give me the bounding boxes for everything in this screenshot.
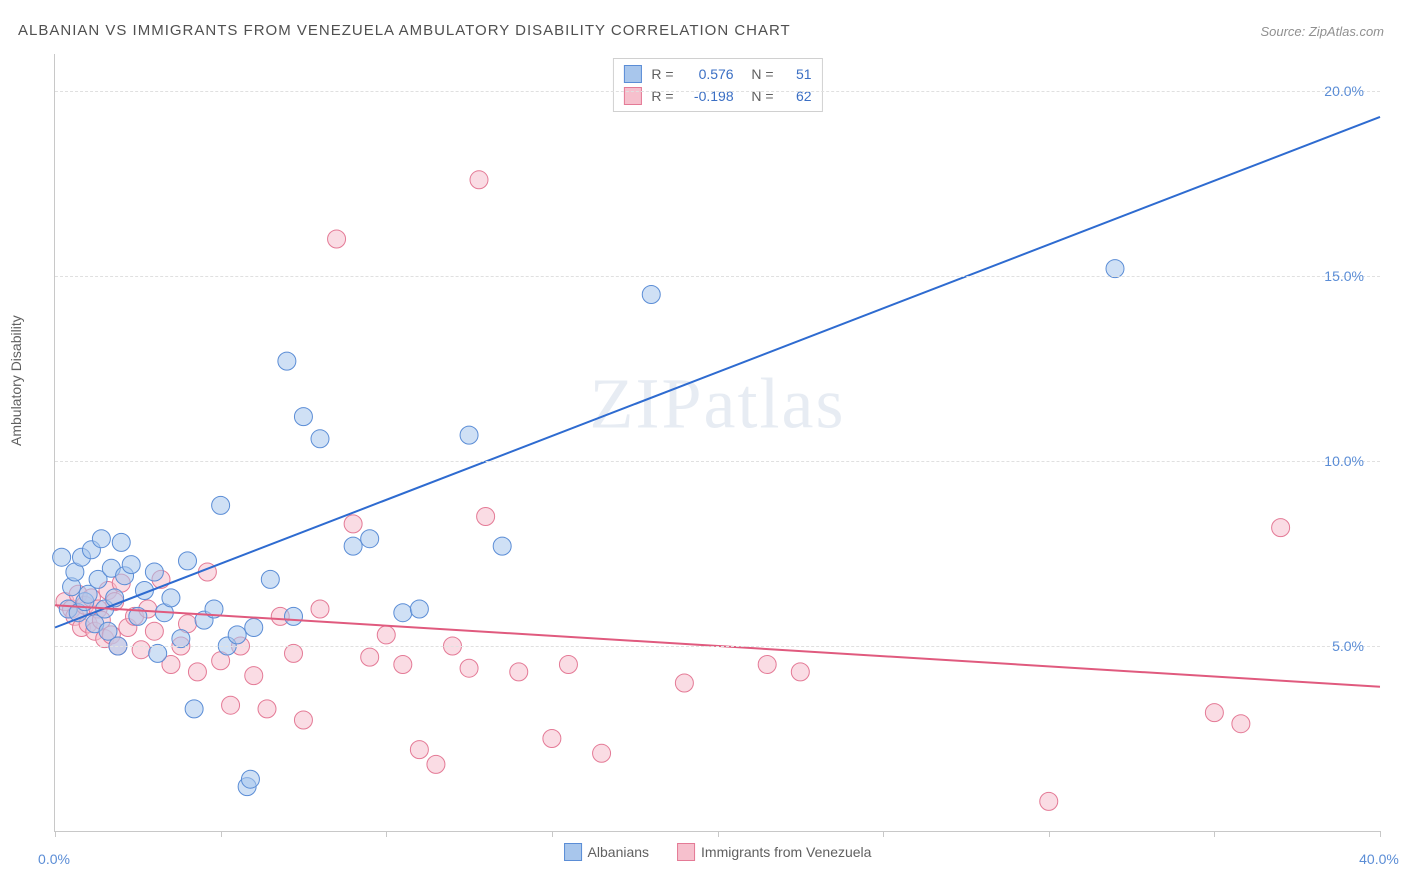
- scatter-point: [311, 430, 329, 448]
- scatter-point: [642, 286, 660, 304]
- gridline: [55, 91, 1380, 92]
- swatch-albanians: [564, 843, 582, 861]
- scatter-point: [593, 744, 611, 762]
- scatter-point: [145, 622, 163, 640]
- scatter-point: [245, 619, 263, 637]
- x-tick-label: 0.0%: [38, 851, 70, 867]
- scatter-point: [241, 770, 259, 788]
- x-tick: [718, 831, 719, 837]
- scatter-point: [311, 600, 329, 618]
- gridline: [55, 461, 1380, 462]
- scatter-point: [112, 533, 130, 551]
- plot-area: ZIPatlas R = 0.576 N = 51 R = -0.198 N =…: [54, 54, 1380, 832]
- scatter-point: [212, 496, 230, 514]
- scatter-point: [675, 674, 693, 692]
- scatter-point: [344, 515, 362, 533]
- x-tick-label: 40.0%: [1359, 851, 1399, 867]
- scatter-point: [285, 607, 303, 625]
- y-tick-label: 20.0%: [1324, 83, 1364, 99]
- series-legend: Albanians Immigrants from Venezuela: [564, 843, 872, 861]
- scatter-point: [394, 656, 412, 674]
- scatter-point: [427, 755, 445, 773]
- scatter-point: [92, 530, 110, 548]
- y-tick-label: 5.0%: [1332, 638, 1364, 654]
- scatter-point: [188, 663, 206, 681]
- x-tick: [552, 831, 553, 837]
- scatter-point: [294, 711, 312, 729]
- scatter-point: [410, 741, 428, 759]
- scatter-point: [261, 570, 279, 588]
- legend-item-venezuela: Immigrants from Venezuela: [677, 843, 871, 861]
- y-tick-label: 10.0%: [1324, 453, 1364, 469]
- scatter-point: [179, 552, 197, 570]
- scatter-point: [493, 537, 511, 555]
- scatter-point: [344, 537, 362, 555]
- scatter-point: [510, 663, 528, 681]
- source-attribution: Source: ZipAtlas.com: [1260, 24, 1384, 39]
- scatter-point: [149, 644, 167, 662]
- scatter-point: [470, 171, 488, 189]
- scatter-point: [477, 508, 495, 526]
- x-tick: [883, 831, 884, 837]
- legend-label-albanians: Albanians: [588, 844, 650, 860]
- scatter-point: [132, 641, 150, 659]
- scatter-point: [361, 530, 379, 548]
- scatter-point: [758, 656, 776, 674]
- scatter-point: [222, 696, 240, 714]
- scatter-point: [791, 663, 809, 681]
- scatter-point: [1106, 260, 1124, 278]
- scatter-point: [1272, 519, 1290, 537]
- y-axis-label: Ambulatory Disability: [8, 315, 24, 446]
- legend-item-albanians: Albanians: [564, 843, 650, 861]
- swatch-venezuela: [677, 843, 695, 861]
- scatter-point: [1232, 715, 1250, 733]
- scatter-point: [228, 626, 246, 644]
- scatter-point: [410, 600, 428, 618]
- scatter-point: [543, 730, 561, 748]
- scatter-point: [245, 667, 263, 685]
- scatter-point: [460, 426, 478, 444]
- scatter-point: [294, 408, 312, 426]
- gridline: [55, 276, 1380, 277]
- x-tick: [386, 831, 387, 837]
- scatter-point: [278, 352, 296, 370]
- scatter-point: [377, 626, 395, 644]
- trend-line: [55, 117, 1380, 628]
- scatter-point: [172, 630, 190, 648]
- y-tick-label: 15.0%: [1324, 268, 1364, 284]
- scatter-point: [122, 556, 140, 574]
- x-tick: [1214, 831, 1215, 837]
- scatter-point: [53, 548, 71, 566]
- scatter-point: [1040, 792, 1058, 810]
- x-tick: [221, 831, 222, 837]
- plot-svg: [55, 54, 1380, 831]
- scatter-point: [361, 648, 379, 666]
- scatter-point: [258, 700, 276, 718]
- legend-label-venezuela: Immigrants from Venezuela: [701, 844, 871, 860]
- x-tick: [1380, 831, 1381, 837]
- scatter-point: [185, 700, 203, 718]
- scatter-point: [559, 656, 577, 674]
- scatter-point: [162, 589, 180, 607]
- scatter-point: [145, 563, 163, 581]
- scatter-point: [328, 230, 346, 248]
- gridline: [55, 646, 1380, 647]
- x-tick: [55, 831, 56, 837]
- scatter-point: [460, 659, 478, 677]
- scatter-point: [394, 604, 412, 622]
- chart-title: ALBANIAN VS IMMIGRANTS FROM VENEZUELA AM…: [18, 22, 791, 39]
- scatter-point: [1205, 704, 1223, 722]
- x-tick: [1049, 831, 1050, 837]
- scatter-point: [285, 644, 303, 662]
